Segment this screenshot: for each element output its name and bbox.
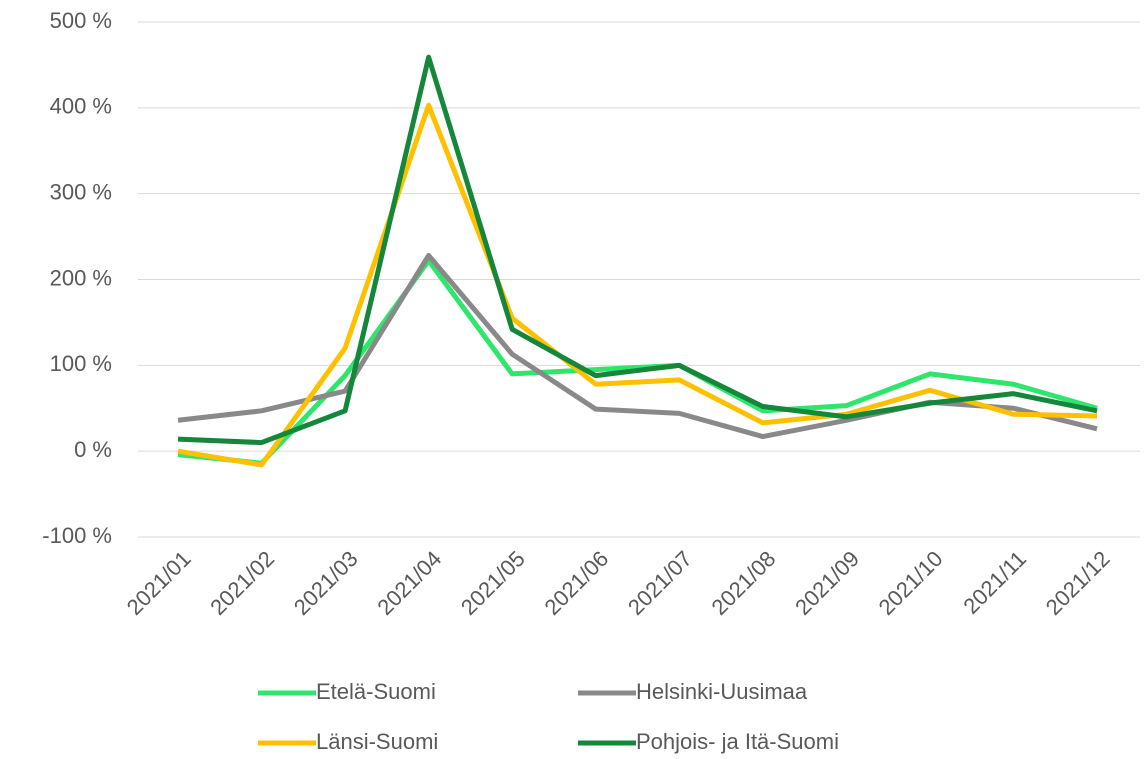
x-tick-label: 2021/07 xyxy=(623,546,697,620)
x-tick-label: 2021/11 xyxy=(958,546,1031,619)
x-tick-label: 2021/03 xyxy=(289,546,363,620)
legend-label: Pohjois- ja Itä-Suomi xyxy=(636,729,839,754)
x-tick-label: 2021/06 xyxy=(539,546,613,620)
x-tick-label: 2021/05 xyxy=(456,546,530,620)
x-tick-label: 2021/04 xyxy=(372,546,446,620)
y-tick-label: 300 % xyxy=(50,179,112,204)
series-line xyxy=(177,54,1098,446)
x-tick-label: 2021/02 xyxy=(205,546,279,620)
series-line xyxy=(177,102,1098,468)
x-tick-label: 2021/01 xyxy=(122,546,196,620)
legend-label: Länsi-Suomi xyxy=(316,729,438,754)
legend-label: Helsinki-Uusimaa xyxy=(636,679,808,704)
y-tick-label: -100 % xyxy=(42,523,112,548)
y-tick-label: 400 % xyxy=(50,94,112,119)
y-tick-label: 0 % xyxy=(74,437,112,462)
legend-label: Etelä-Suomi xyxy=(316,679,436,704)
x-tick-label: 2021/10 xyxy=(874,546,948,620)
x-tick-label: 2021/12 xyxy=(1041,546,1115,620)
x-tick-label: 2021/08 xyxy=(707,546,781,620)
y-tick-label: 100 % xyxy=(50,351,112,376)
series-line xyxy=(177,258,1098,466)
x-tick-label: 2021/09 xyxy=(790,546,864,620)
y-tick-label: 200 % xyxy=(50,265,112,290)
y-tick-label: 500 % xyxy=(50,8,112,33)
